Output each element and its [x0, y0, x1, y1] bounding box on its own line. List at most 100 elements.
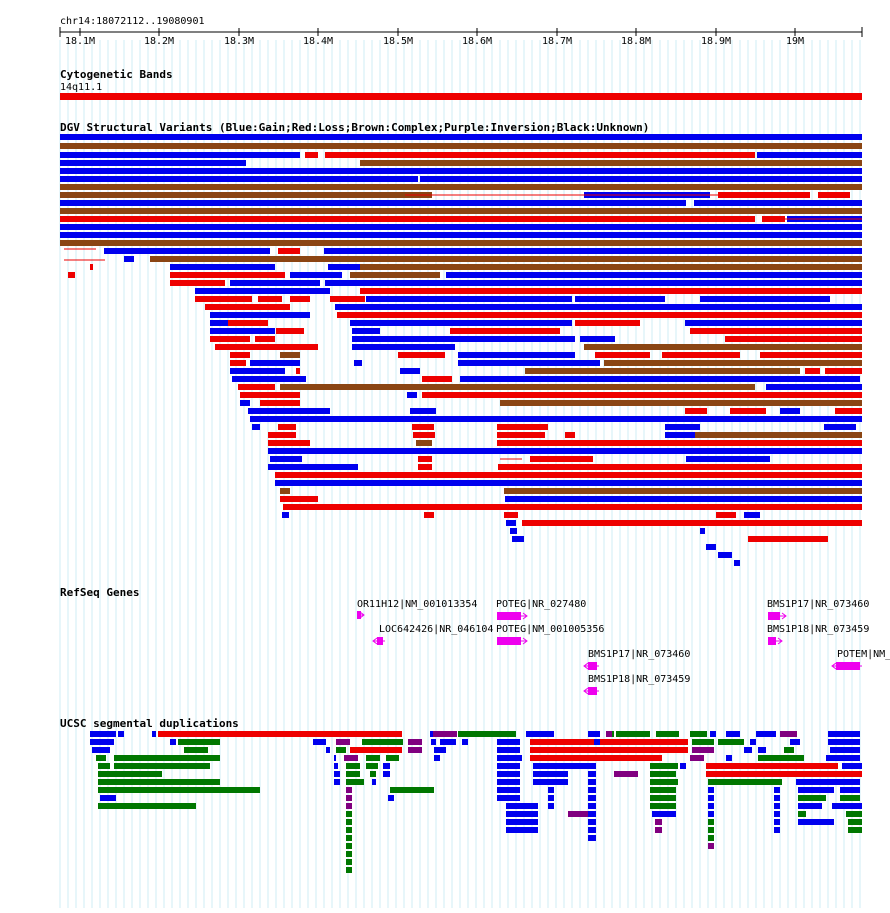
segdup-feature[interactable] [774, 795, 780, 801]
dgv-variant[interactable] [210, 320, 228, 326]
segdup-feature[interactable] [588, 827, 596, 833]
segdup-feature[interactable] [184, 747, 208, 753]
segdup-feature[interactable] [336, 747, 346, 753]
segdup-feature[interactable] [497, 763, 520, 769]
segdup-feature[interactable] [346, 787, 352, 793]
segdup-feature[interactable] [726, 731, 740, 737]
dgv-variant[interactable] [60, 176, 418, 182]
dgv-variant[interactable] [260, 400, 300, 406]
dgv-variant[interactable] [280, 496, 318, 502]
dgv-variant[interactable] [366, 296, 572, 302]
segdup-feature[interactable] [758, 747, 766, 753]
segdup-feature[interactable] [655, 827, 662, 833]
dgv-variant[interactable] [354, 360, 362, 366]
dgv-variant[interactable] [215, 344, 318, 350]
dgv-variant[interactable] [280, 488, 290, 494]
segdup-feature[interactable] [726, 755, 732, 761]
segdup-feature[interactable] [170, 739, 176, 745]
dgv-variant[interactable] [498, 464, 862, 470]
dgv-variant[interactable] [525, 368, 800, 374]
dgv-variant[interactable] [170, 264, 275, 270]
dgv-variant[interactable] [824, 424, 856, 430]
dgv-variant[interactable] [695, 432, 862, 438]
segdup-feature[interactable] [346, 835, 352, 841]
segdup-feature[interactable] [334, 763, 338, 769]
segdup-feature[interactable] [692, 739, 714, 745]
dgv-variant[interactable] [352, 336, 575, 342]
dgv-variant[interactable] [458, 352, 575, 358]
dgv-variant[interactable] [446, 272, 862, 278]
dgv-variant[interactable] [150, 256, 862, 262]
dgv-variant[interactable] [575, 320, 640, 326]
segdup-feature[interactable] [390, 787, 434, 793]
segdup-feature[interactable] [840, 787, 860, 793]
dgv-variant[interactable] [360, 264, 862, 270]
gene-label[interactable]: POTEG|NM_001005356 [496, 624, 604, 635]
segdup-feature[interactable] [718, 739, 744, 745]
segdup-feature[interactable] [708, 835, 714, 841]
segdup-feature[interactable] [826, 755, 860, 761]
segdup-feature[interactable] [650, 795, 676, 801]
dgv-variant[interactable] [280, 352, 300, 358]
segdup-feature[interactable] [708, 819, 714, 825]
dgv-variant[interactable] [282, 512, 289, 518]
dgv-variant[interactable] [450, 328, 560, 334]
segdup-feature[interactable] [334, 779, 340, 785]
segdup-feature[interactable] [588, 803, 596, 809]
dgv-variant[interactable] [818, 192, 850, 198]
dgv-variant[interactable] [252, 424, 260, 430]
segdup-feature[interactable] [336, 739, 350, 745]
dgv-variant[interactable] [584, 344, 862, 350]
dgv-variant[interactable] [762, 216, 785, 222]
dgv-variant[interactable] [124, 256, 134, 262]
segdup-feature[interactable] [346, 851, 352, 857]
segdup-feature[interactable] [708, 779, 782, 785]
segdup-feature[interactable] [346, 771, 360, 777]
segdup-feature[interactable] [650, 763, 678, 769]
segdup-feature[interactable] [830, 747, 860, 753]
segdup-feature[interactable] [431, 739, 436, 745]
segdup-feature[interactable] [832, 803, 862, 809]
dgv-variant[interactable] [210, 336, 250, 342]
dgv-variant[interactable] [413, 432, 435, 438]
segdup-feature[interactable] [708, 795, 714, 801]
dgv-variant[interactable] [497, 424, 548, 430]
segdup-feature[interactable] [98, 779, 220, 785]
segdup-feature[interactable] [497, 747, 520, 753]
dgv-variant[interactable] [595, 352, 650, 358]
segdup-feature[interactable] [650, 779, 678, 785]
segdup-feature[interactable] [530, 739, 688, 745]
gene-label[interactable]: LOC642426|NR_046104 [379, 624, 493, 635]
segdup-feature[interactable] [652, 811, 676, 817]
dgv-variant[interactable] [352, 344, 455, 350]
dgv-variant[interactable] [412, 424, 434, 430]
dgv-variant[interactable] [60, 160, 246, 166]
segdup-feature[interactable] [588, 731, 600, 737]
segdup-feature[interactable] [350, 747, 402, 753]
segdup-feature[interactable] [708, 827, 714, 833]
dgv-variant[interactable] [275, 472, 862, 478]
dgv-variant[interactable] [240, 400, 250, 406]
segdup-feature[interactable] [798, 803, 822, 809]
dgv-variant[interactable] [760, 352, 862, 358]
segdup-feature[interactable] [848, 819, 862, 825]
dgv-variant[interactable] [530, 456, 593, 462]
dgv-variant[interactable] [730, 408, 766, 414]
segdup-feature[interactable] [750, 739, 756, 745]
dgv-variant[interactable] [210, 328, 275, 334]
gene-exon[interactable] [357, 611, 361, 619]
dgv-variant[interactable] [60, 152, 300, 158]
segdup-feature[interactable] [650, 787, 676, 793]
segdup-feature[interactable] [690, 755, 704, 761]
dgv-variant[interactable] [360, 288, 862, 294]
segdup-feature[interactable] [756, 731, 776, 737]
dgv-variant[interactable] [805, 368, 820, 374]
segdup-feature[interactable] [828, 739, 860, 745]
segdup-feature[interactable] [370, 771, 376, 777]
segdup-feature[interactable] [178, 739, 220, 745]
segdup-feature[interactable] [706, 771, 862, 777]
dgv-variant[interactable] [424, 512, 434, 518]
segdup-feature[interactable] [346, 763, 360, 769]
dgv-variant[interactable] [744, 512, 760, 518]
segdup-feature[interactable] [710, 731, 716, 737]
